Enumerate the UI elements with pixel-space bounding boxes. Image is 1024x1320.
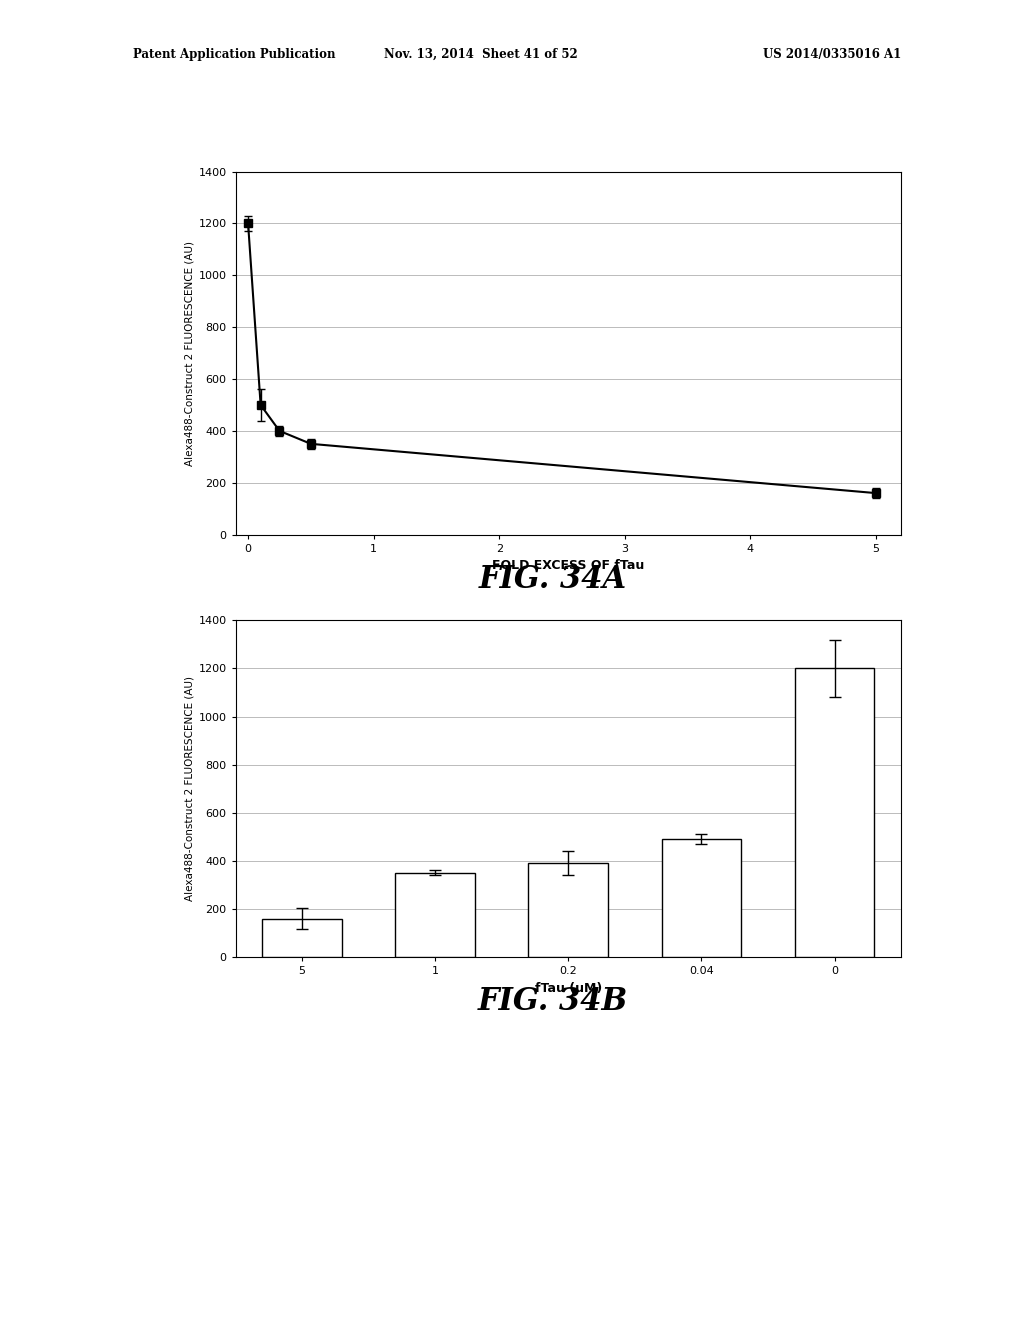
- Bar: [395, 873, 475, 957]
- Text: FIG. 34B: FIG. 34B: [478, 986, 628, 1016]
- Bar: [662, 840, 741, 957]
- Text: Nov. 13, 2014  Sheet 41 of 52: Nov. 13, 2014 Sheet 41 of 52: [384, 48, 579, 61]
- X-axis label: FOLD EXCESS OF fTau: FOLD EXCESS OF fTau: [493, 560, 644, 572]
- Y-axis label: Alexa488-Construct 2 FLUORESCENCE (AU): Alexa488-Construct 2 FLUORESCENCE (AU): [184, 240, 195, 466]
- Bar: [528, 863, 608, 957]
- Bar: [795, 668, 874, 957]
- Y-axis label: Alexa488-Construct 2 FLUORESCENCE (AU): Alexa488-Construct 2 FLUORESCENCE (AU): [184, 676, 195, 902]
- Text: US 2014/0335016 A1: US 2014/0335016 A1: [763, 48, 901, 61]
- Bar: [262, 919, 342, 957]
- Text: Patent Application Publication: Patent Application Publication: [133, 48, 336, 61]
- X-axis label: fTau (uM): fTau (uM): [535, 982, 602, 994]
- Text: FIG. 34A: FIG. 34A: [479, 564, 627, 594]
